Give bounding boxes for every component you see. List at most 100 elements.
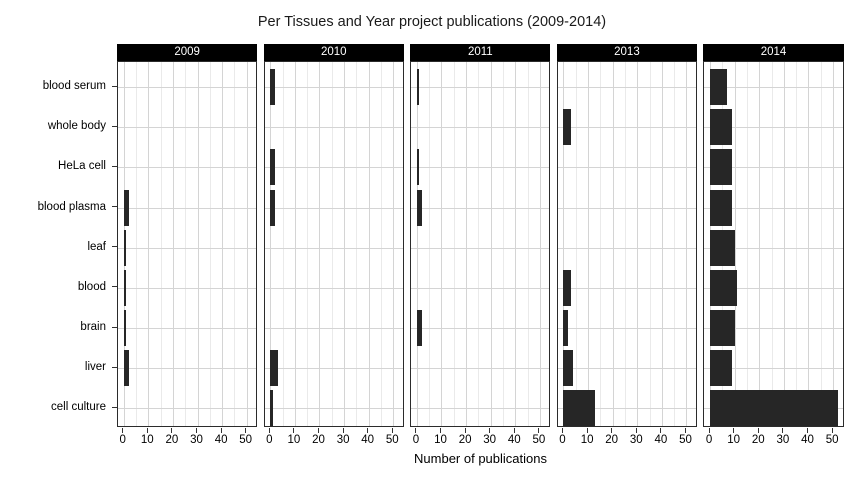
gridline-major xyxy=(557,408,697,410)
gridline-major xyxy=(197,61,199,426)
bar-2011-brain xyxy=(416,310,422,347)
bar-2009-brain xyxy=(123,310,127,347)
gridline-major xyxy=(557,207,697,209)
x-axis-tick-label: 10 xyxy=(140,434,154,446)
facet-strip: 2011 xyxy=(410,43,551,61)
x-axis-tick xyxy=(708,428,710,433)
x-axis-tick xyxy=(171,428,173,433)
gridline-minor xyxy=(331,61,333,426)
x-axis-tick-label: 40 xyxy=(654,434,668,446)
gridline-major xyxy=(411,167,550,169)
gridline-minor xyxy=(674,61,676,426)
x-axis-tick xyxy=(611,428,613,433)
gridline-major xyxy=(704,287,843,289)
bar-2014-whole-body xyxy=(710,109,733,146)
gridline-major xyxy=(264,87,403,89)
gridline-major xyxy=(264,167,403,169)
x-axis-tick xyxy=(757,428,759,433)
gridline-minor xyxy=(453,61,455,426)
x-axis-tick xyxy=(489,428,491,433)
gridline-major xyxy=(264,247,403,249)
x-axis-tick xyxy=(538,428,540,433)
x-axis-tick-label: 50 xyxy=(679,434,692,446)
gridline-major xyxy=(264,328,403,330)
gridline-major xyxy=(264,368,403,370)
gridline-minor xyxy=(796,61,798,426)
gridline-major xyxy=(637,61,639,426)
facet-panel xyxy=(263,60,404,427)
gridline-major xyxy=(294,61,296,426)
x-axis-tick-label: 50 xyxy=(385,434,399,446)
gridline-major xyxy=(588,61,590,426)
x-axis-tick-label: 20 xyxy=(751,434,765,446)
gridline-major xyxy=(557,127,697,129)
gridline-major xyxy=(264,408,403,410)
gridline-major xyxy=(344,61,346,426)
chart-title: Per Tissues and Year project publication… xyxy=(257,14,607,30)
gridline-major xyxy=(118,287,257,289)
x-axis-tick-label: 0 xyxy=(412,434,420,446)
y-axis-label: HeLa cell xyxy=(58,160,106,173)
x-axis-tick-label: 30 xyxy=(629,434,643,446)
bar-2010-cell-culture xyxy=(270,390,273,427)
bar-2009-blood xyxy=(123,269,127,306)
x-axis-tick-label: 50 xyxy=(239,434,253,446)
bar-2013-brain xyxy=(563,310,569,347)
x-axis-tick xyxy=(122,428,124,433)
gridline-minor xyxy=(209,61,211,426)
x-axis-tick-label: 20 xyxy=(605,434,619,446)
bar-2009-leaf xyxy=(123,229,127,266)
bar-2014-brain xyxy=(710,310,735,347)
gridline-major xyxy=(118,207,257,209)
gridline-major xyxy=(411,368,550,370)
bar-2013-blood xyxy=(563,269,571,306)
x-axis-tick xyxy=(782,428,784,433)
x-axis-tick xyxy=(513,428,515,433)
gridline-major xyxy=(515,61,517,426)
gridline-major xyxy=(411,408,550,410)
gridline-major xyxy=(539,61,541,426)
x-axis-tick xyxy=(391,428,393,433)
y-axis-tick xyxy=(112,246,117,248)
gridline-major xyxy=(612,61,614,426)
gridline-major xyxy=(118,247,257,249)
y-axis-label: blood plasma xyxy=(37,200,106,213)
gridline-major xyxy=(557,287,697,289)
y-axis-label: brain xyxy=(80,321,106,334)
x-axis-tick-label: 50 xyxy=(825,434,839,446)
gridline-minor xyxy=(185,61,187,426)
bar-2014-HeLa-cell xyxy=(710,149,733,186)
x-axis-tick-label: 10 xyxy=(434,434,447,446)
bar-2010-blood-plasma xyxy=(270,189,276,226)
gridline-major xyxy=(172,61,174,426)
gridline-minor xyxy=(502,61,504,426)
gridline-major xyxy=(704,167,843,169)
gridline-minor xyxy=(649,61,651,426)
bar-2010-liver xyxy=(270,350,278,387)
gridline-major xyxy=(704,328,843,330)
gridline-minor xyxy=(478,61,480,426)
y-axis-label: cell culture xyxy=(51,401,106,414)
facet-panel xyxy=(410,60,551,427)
gridline-minor xyxy=(356,61,358,426)
gridline-major xyxy=(411,87,550,89)
x-axis-tick xyxy=(586,428,588,433)
gridline-minor xyxy=(160,61,162,426)
y-axis-tick xyxy=(112,165,117,167)
gridline-major xyxy=(490,61,492,426)
gridline-major xyxy=(264,207,403,209)
facet-strip: 2010 xyxy=(263,43,404,61)
bar-2014-blood-serum xyxy=(710,69,728,106)
bar-2009-liver xyxy=(123,350,129,387)
gridline-major xyxy=(270,61,272,426)
gridline-major xyxy=(808,61,810,426)
x-axis-tick xyxy=(146,428,148,433)
x-axis-tick xyxy=(318,428,319,433)
bar-2014-blood xyxy=(710,269,738,306)
x-axis-tick xyxy=(733,428,735,433)
bar-2009-blood-plasma xyxy=(123,189,129,226)
gridline-minor xyxy=(746,61,748,426)
x-axis-tick xyxy=(660,428,662,433)
gridline-major xyxy=(264,287,403,289)
x-axis-title: Number of publications xyxy=(414,451,547,466)
